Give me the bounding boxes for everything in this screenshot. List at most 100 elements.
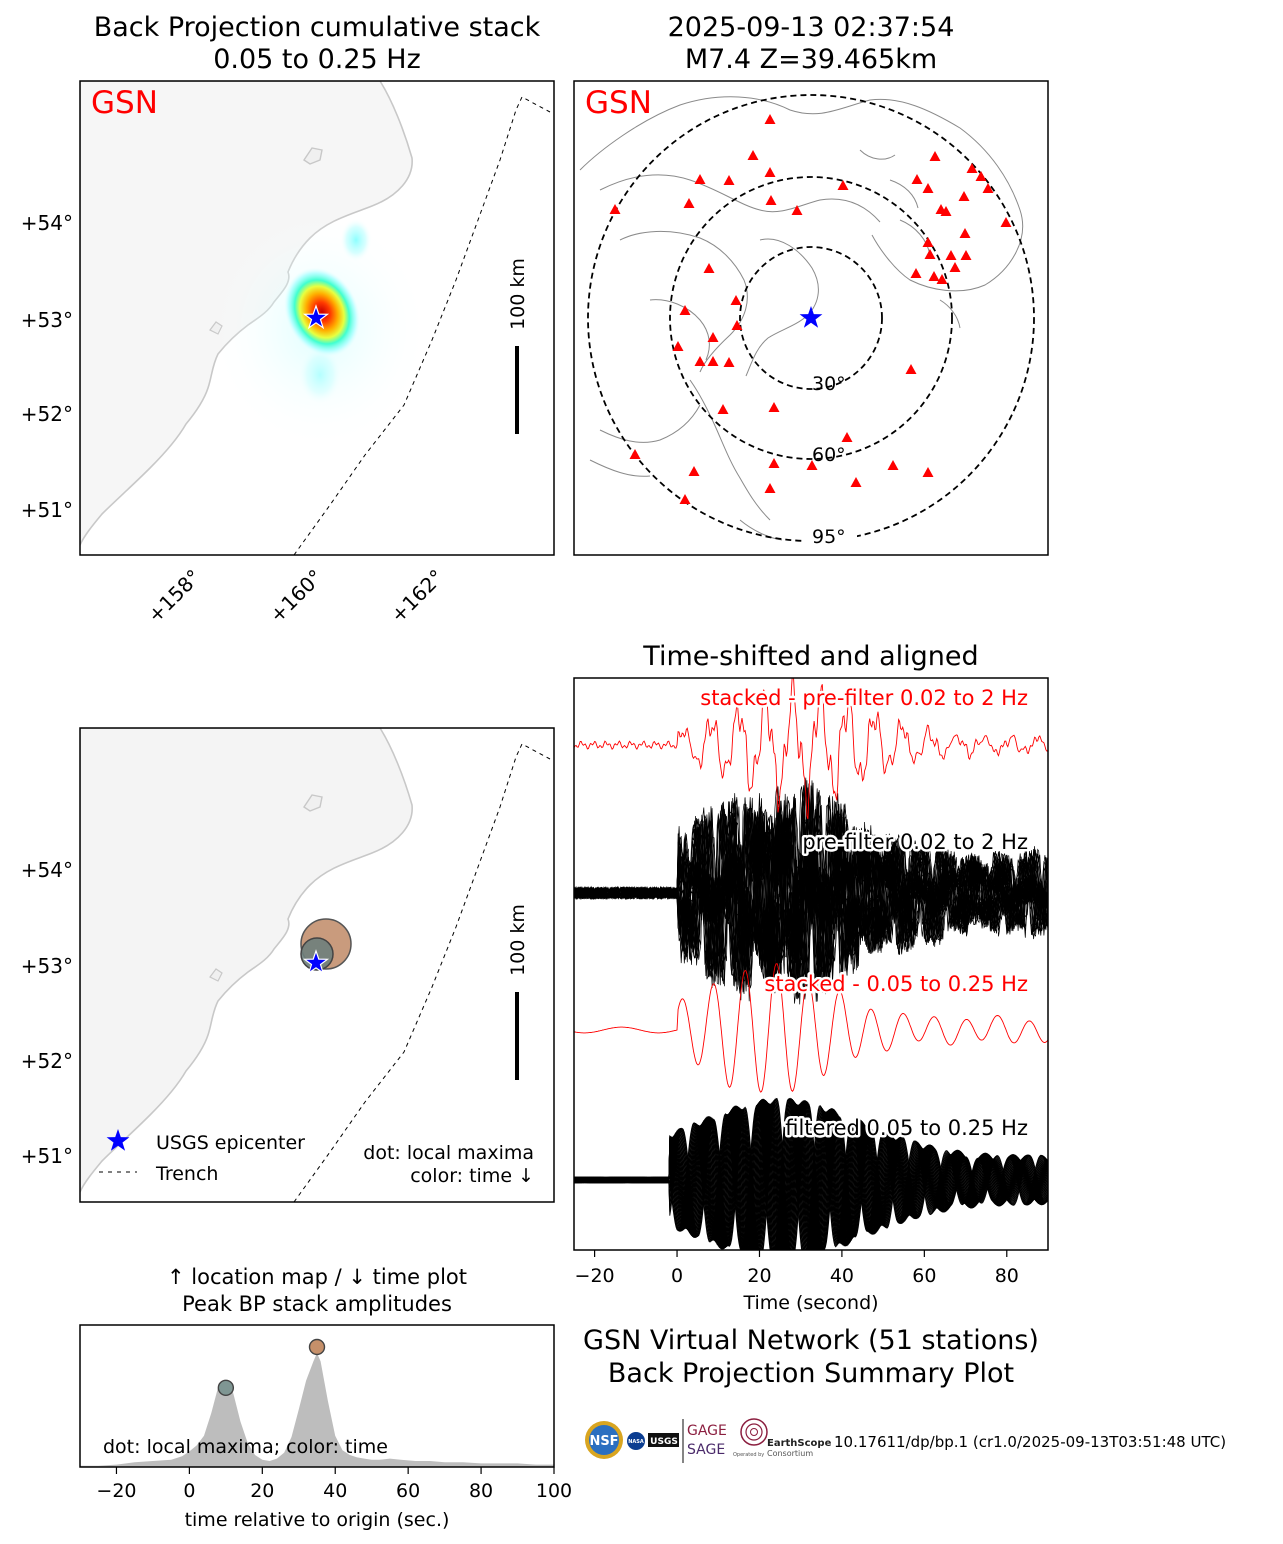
station-marker <box>960 250 972 260</box>
kamchatka-land <box>80 728 413 1193</box>
station-marker <box>723 175 735 185</box>
trace-labels: stacked - pre-filter 0.02 to 2 Hz pre-fi… <box>698 684 1031 1143</box>
peak-map-note-line2: color: time ↓ <box>410 1165 534 1187</box>
lat-tick: +53° <box>21 954 73 978</box>
station-marker <box>806 460 818 470</box>
waveform-frame <box>573 677 1049 1251</box>
station-marker <box>768 458 780 468</box>
small-island <box>303 147 323 165</box>
scale-bar-label: 100 km <box>507 258 529 330</box>
gage-logo: GAGE <box>687 1423 727 1439</box>
station-marker <box>929 151 941 161</box>
waveform-trace <box>574 678 1048 820</box>
lat-tick: +54° <box>21 858 73 882</box>
distance-ring-60 <box>669 176 953 460</box>
nasa-logo: NASA <box>627 1432 645 1450</box>
stack-map-lat-ticks: +54° +53° +52° +51° <box>21 211 73 522</box>
station-marker <box>629 449 641 459</box>
trench-line <box>293 96 551 555</box>
trace-label-filtered: filtered 0.05 to 0.25 Hz <box>785 1116 1028 1140</box>
waveform-trace <box>574 785 1048 993</box>
x-tick-label: 80 <box>995 1265 1019 1287</box>
amplitude-area <box>80 1353 554 1467</box>
station-marker <box>945 250 957 260</box>
station-marker <box>936 274 948 284</box>
station-marker <box>966 163 978 173</box>
stack-map-title-line2: 0.05 to 0.25 Hz <box>213 44 421 75</box>
stack-map-lon-ticks: +158° +160° +162° <box>143 565 449 628</box>
station-marker <box>1000 217 1012 227</box>
station-marker <box>940 206 952 216</box>
station-marker <box>887 460 899 470</box>
lat-tick: +51° <box>21 1144 73 1168</box>
station-marker <box>768 402 780 412</box>
stack-map-title-line1: Back Projection cumulative stack <box>94 12 541 43</box>
station-marker <box>924 249 936 259</box>
legend-trench-label: Trench <box>155 1163 218 1185</box>
ring-label-60: 60° <box>812 444 846 466</box>
station-marker <box>765 195 777 205</box>
waveform-trace <box>574 785 1048 989</box>
peak-time-frame <box>79 1324 555 1468</box>
x-tick-label: 100 <box>536 1480 572 1502</box>
peak-time-title-line1: ↑ location map / ↓ time plot <box>167 1265 467 1289</box>
summary-block: GSN Virtual Network (51 stations) Back P… <box>583 1325 1226 1463</box>
x-tick-label: 60 <box>396 1480 420 1502</box>
x-tick-label: 0 <box>183 1480 195 1502</box>
trace-label-stack-broadband: stacked - pre-filter 0.02 to 2 Hz <box>700 686 1028 710</box>
station-marker <box>928 271 940 281</box>
peak-map-panel: 100 km USGS epicenter Trench dot: local … <box>21 727 555 1203</box>
peak-map-note-line1: dot: local maxima <box>363 1142 534 1164</box>
station-marker <box>837 180 849 190</box>
summary-line2: Back Projection Summary Plot <box>608 1358 1014 1389</box>
earthscope-operated-text: Operated by <box>733 1452 764 1458</box>
waveform-trace <box>574 1099 1048 1250</box>
trace-label-stack-filtered: stacked - 0.05 to 0.25 Hz <box>764 972 1028 996</box>
station-marker <box>723 357 735 367</box>
x-tick-label: 0 <box>671 1265 683 1287</box>
station-marker <box>764 483 776 493</box>
station-marker <box>679 305 691 315</box>
station-marker <box>694 356 706 366</box>
station-marker <box>707 356 719 366</box>
legend-epicenter-label: USGS epicenter <box>156 1132 305 1154</box>
usgs-logo-text: USGS <box>650 1437 678 1447</box>
lat-tick: +54° <box>21 211 73 235</box>
station-marker <box>982 183 994 193</box>
peak-time-title-line2: Peak BP stack amplitudes <box>182 1292 452 1316</box>
lat-tick: +52° <box>21 402 73 426</box>
station-marker <box>609 204 621 214</box>
x-tick-label: 80 <box>469 1480 493 1502</box>
nasa-logo-text: NASA <box>628 1439 644 1445</box>
amplitude-peak-marker <box>217 1379 235 1397</box>
station-marker <box>707 332 719 342</box>
waveform-trace <box>574 1098 1048 1250</box>
station-marker <box>905 364 917 374</box>
trench-line <box>293 743 551 1202</box>
global-map-title-line1: 2025-09-13 02:37:54 <box>668 12 955 43</box>
x-tick-label: 20 <box>747 1265 771 1287</box>
doi-text: 10.17611/dp/bp.1 (cr1.0/2025-09-13T03:51… <box>834 1433 1226 1451</box>
epicenter-star <box>799 306 823 328</box>
peak-time-annotation: dot: local maxima; color: time <box>103 1436 388 1458</box>
x-tick-label: −20 <box>96 1480 136 1502</box>
station-marker <box>910 268 922 278</box>
station-marker <box>683 198 695 208</box>
station-marker <box>922 467 934 477</box>
network-label: GSN <box>585 85 652 121</box>
stack-map-panel: Back Projection cumulative stack 0.05 to… <box>21 12 555 628</box>
station-marker <box>764 114 776 124</box>
lon-tick: +158° <box>143 565 206 628</box>
station-marker <box>922 183 934 193</box>
amplitude-peaks-outer <box>217 1338 326 1397</box>
station-marker <box>717 404 729 414</box>
amplitude-peak-marker <box>308 1338 326 1356</box>
station-marker <box>703 263 715 273</box>
global-map-panel: 2025-09-13 02:37:54 M7.4 Z=39.465km <box>573 12 1049 556</box>
station-markers <box>609 114 1012 504</box>
lat-tick: +53° <box>21 308 73 332</box>
station-marker <box>764 167 776 177</box>
station-marker <box>694 174 706 184</box>
station-marker <box>911 174 923 184</box>
stack-map-frame <box>79 80 555 556</box>
